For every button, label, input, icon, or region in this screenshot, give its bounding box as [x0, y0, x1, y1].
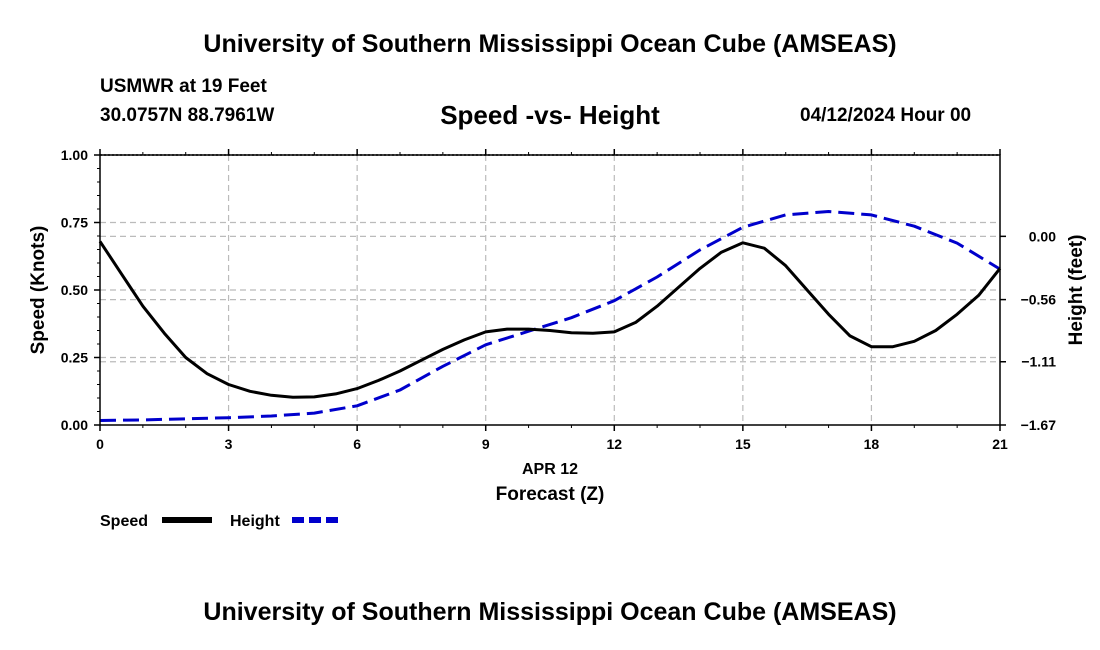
x-tick-label: 0 — [96, 436, 104, 452]
chart-title: Speed -vs- Height — [440, 100, 660, 130]
footer-title: University of Southern Mississippi Ocean… — [203, 598, 897, 626]
y-tick-label: 0.75 — [61, 215, 88, 231]
y2-tick-label: 0.00 — [1029, 228, 1056, 244]
speed-series-line — [98, 240, 1002, 399]
height-series-line — [99, 210, 1001, 422]
y2-tick-label: −1.11 — [1021, 354, 1056, 370]
y-tick-label: 1.00 — [61, 147, 88, 163]
x-tick-label: 21 — [992, 436, 1008, 452]
x-tick-label: 9 — [482, 436, 490, 452]
page-title: University of Southern Mississippi Ocean… — [203, 30, 897, 58]
y2-tick-label: −1.67 — [1021, 417, 1057, 433]
y-tick-label: 0.25 — [61, 350, 88, 366]
axis-ticks: 0 3 6 9 12 15 18 21 0.00 0.25 0.50 0.75 1.00 0.00 −0.5… — [61, 147, 1056, 452]
x-axis-date-label: APR 12 — [522, 461, 578, 478]
y-tick-label: 0.50 — [61, 282, 88, 298]
x-tick-label: 3 — [225, 436, 233, 452]
y-axis-title: Speed (Knots) — [28, 226, 49, 355]
x-tick-label: 12 — [606, 436, 622, 452]
x-tick-label: 15 — [735, 436, 751, 452]
legend-speed-label: Speed — [100, 513, 148, 530]
series-layer — [98, 210, 1002, 422]
forecast-datetime: 04/12/2024 Hour 00 — [800, 105, 972, 126]
x-axis-title: Forecast (Z) — [496, 484, 605, 505]
coordinates-label: 30.0757N 88.7961W — [100, 105, 275, 126]
x-tick-label: 18 — [864, 436, 880, 452]
legend-height-label: Height — [230, 513, 280, 530]
x-tick-label: 6 — [353, 436, 361, 452]
y2-tick-label: −0.56 — [1021, 292, 1057, 308]
y2-axis-title: Height (feet) — [1066, 235, 1087, 346]
legend: Speed Height — [100, 513, 342, 530]
station-label: USMWR at 19 Feet — [100, 76, 267, 97]
grid — [100, 155, 1000, 425]
y-tick-label: 0.00 — [61, 417, 88, 433]
